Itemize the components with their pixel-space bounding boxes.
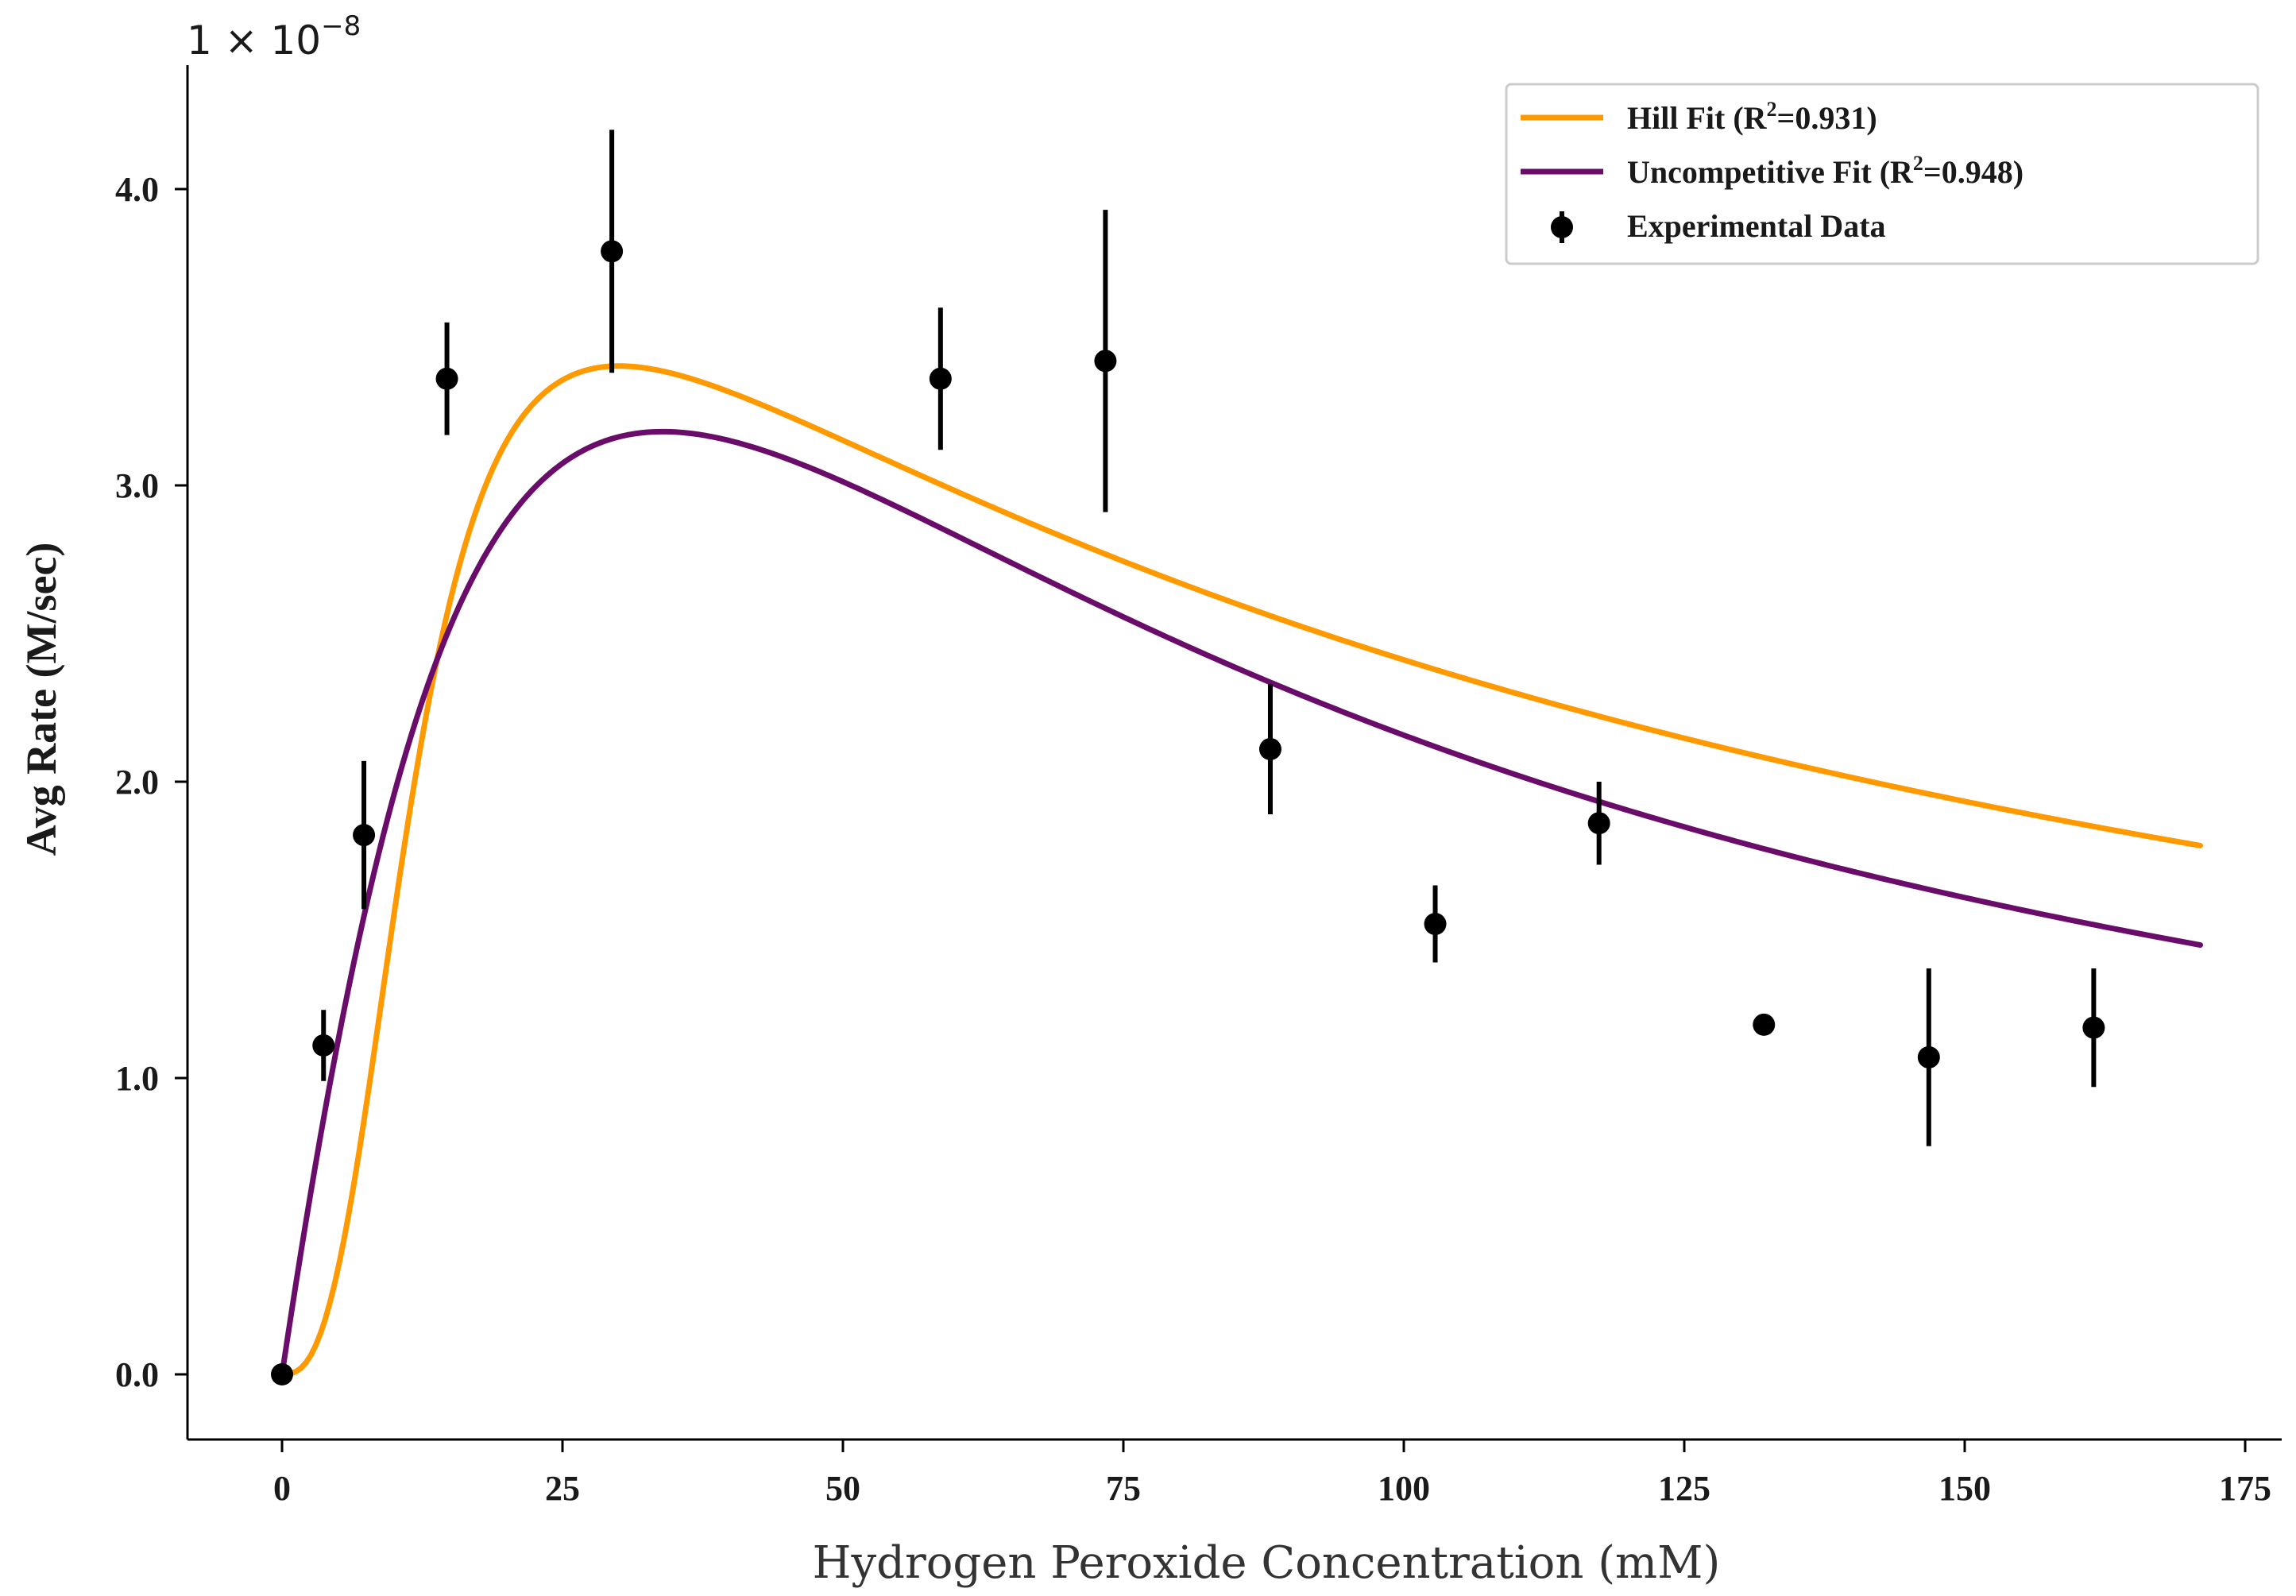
x-tick-label: 150 xyxy=(1938,1469,1991,1508)
x-tick-label: 125 xyxy=(1658,1469,1710,1508)
x-tick-label: 100 xyxy=(1378,1469,1430,1508)
y-ticks: 0.0 1.0 2.0 3.0 4.0 xyxy=(115,170,187,1394)
data-point xyxy=(601,240,624,263)
data-point xyxy=(2082,1016,2105,1039)
y-tick-label: 1.0 xyxy=(115,1059,159,1098)
y-tick-label: 4.0 xyxy=(115,170,159,209)
axes xyxy=(186,65,2282,1441)
series-line-hill xyxy=(279,363,2204,1378)
legend: Hill Fit (R2=0.931) Uncompetitive Fit (R… xyxy=(1505,83,2259,265)
x-tick-label: 175 xyxy=(2219,1469,2271,1508)
legend-data-label: Experimental Data xyxy=(1627,208,1886,244)
series-layer xyxy=(271,129,2204,1385)
x-tick-label: 0 xyxy=(273,1469,291,1508)
legend-box xyxy=(1505,83,2259,265)
y-tick-label: 3.0 xyxy=(115,466,159,505)
data-point xyxy=(1258,737,1281,760)
x-tick-label: 50 xyxy=(825,1469,860,1508)
data-point xyxy=(1753,1013,1776,1036)
data-point xyxy=(1094,350,1117,373)
y-tick-label: 0.0 xyxy=(115,1355,159,1394)
data-point xyxy=(312,1034,335,1057)
data-point xyxy=(435,367,458,390)
data-point xyxy=(1424,913,1447,936)
y-tick-label: 2.0 xyxy=(115,763,159,802)
x-ticks: 0 25 50 75 100 125 150 175 xyxy=(273,1439,2271,1508)
data-point xyxy=(1917,1045,1940,1069)
x-tick-label: 75 xyxy=(1106,1469,1141,1508)
data-point xyxy=(929,367,952,390)
legend-hill-label: Hill Fit (R2=0.931) xyxy=(1627,98,1877,136)
data-point xyxy=(271,1363,293,1385)
data-point xyxy=(353,824,376,847)
data-point xyxy=(1587,812,1610,835)
y-axis-label: Avg Rate (M/sec) xyxy=(17,543,65,856)
y-scale-factor: 1 × 10−8 xyxy=(187,10,361,64)
legend-uncompetitive-label: Uncompetitive Fit (R2=0.948) xyxy=(1627,152,2023,190)
legend-data-marker xyxy=(1551,216,1573,238)
x-axis-label: Hydrogen Peroxide Concentration (mM) xyxy=(813,1537,1721,1589)
x-tick-label: 25 xyxy=(545,1469,580,1508)
series-line-uncompetitive xyxy=(279,428,2204,1378)
